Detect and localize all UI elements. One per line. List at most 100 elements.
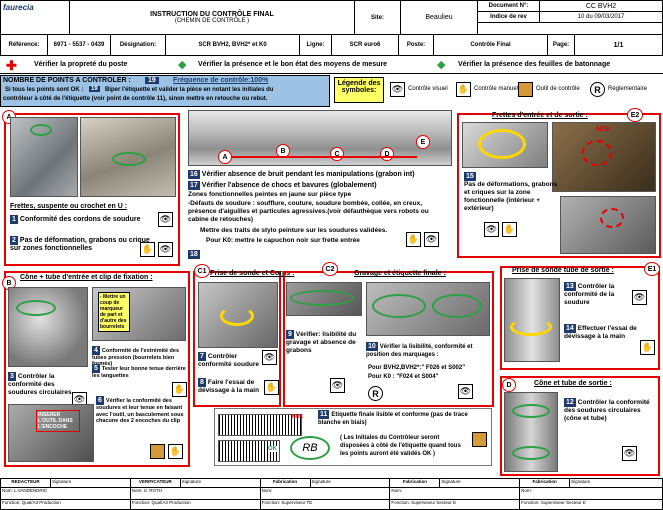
footer-h4: Fabrication	[389, 478, 441, 488]
section-c2-item-11b: ( Les Initiales du Contrôleur seront dis…	[340, 435, 461, 457]
section-b-item-5-text: Tester leur bonne tenue derrière les lan…	[92, 366, 186, 379]
designation-label: Désignation:	[110, 34, 166, 56]
page-value: 1/1	[574, 34, 663, 56]
footer-f3: Fonction: Superviseur TE	[259, 499, 391, 510]
marker-c2: C2	[322, 262, 338, 276]
section-c1	[193, 271, 281, 407]
section-e1-item-14-text: Effectuer l'essai de dévissage à la main	[564, 325, 637, 340]
footer-h5: Fabrication	[519, 478, 571, 488]
ring-highlight	[478, 129, 526, 159]
hand-icon: ✋	[168, 444, 183, 459]
footer-s3: Signature	[309, 478, 391, 488]
hand-icon: ✋	[456, 82, 471, 97]
section-c1-item-7-text: Contrôler conformité soudure	[198, 353, 260, 368]
marker-a-route: A	[218, 150, 232, 164]
eye-icon: 👁	[262, 350, 277, 365]
defect-highlight	[600, 208, 624, 228]
section-c1-item-7: 7 Contrôler conformité soudure	[198, 352, 260, 368]
engrave-highlight	[290, 290, 354, 306]
label-box	[214, 408, 492, 466]
initials-rb: RB	[290, 436, 330, 460]
section-c2-item-10a: Pour BVH2,BVH2*:" F026 et S002"	[368, 365, 466, 371]
logo: faurecia	[0, 0, 70, 35]
label-ok: OK	[268, 446, 277, 452]
section-b-item-3-text: Contrôler la conformité des soudures cir…	[8, 373, 72, 396]
defect-highlight	[582, 140, 612, 166]
eye-icon: 👁	[158, 212, 173, 227]
footer-f1: Fonction: Qual/A3 Production	[0, 499, 131, 510]
section-c2-item-10b: Pour K0 : "F024 et S004"	[368, 374, 439, 380]
footer-s2: Signature	[179, 478, 261, 488]
weld-highlight	[512, 446, 550, 460]
ligne-label: Ligne:	[299, 34, 332, 56]
points-line-c: contrôleur à côté de l'étiquette (voir p…	[3, 96, 268, 102]
legend: Légende des symboles: 👁 Contrôle visuel …	[332, 75, 663, 107]
section-c2-item-9-text: Vérifier: lisibilité du gravage et absen…	[286, 331, 357, 354]
nok-label: NOK	[596, 126, 612, 133]
footer-h1: REDACTEUR	[0, 478, 51, 488]
photo-label-nok	[218, 414, 302, 436]
marker-e2: E2	[627, 108, 643, 122]
ligne-value: SCR euro6	[331, 34, 399, 56]
section-a	[4, 113, 180, 266]
check-measure: Vérifier la présence et le bon état des …	[198, 61, 388, 68]
eye-icon: 👁	[622, 446, 637, 461]
footer-h3: Fabrication	[259, 478, 311, 488]
section-a-item-2-text: Pas de déformation, grabons ou crique su…	[10, 237, 150, 252]
marker-d-route: D	[380, 147, 394, 161]
hand-icon: ✋	[406, 232, 421, 247]
route-line	[231, 156, 417, 158]
section-a-item-2: 2 Pas de déformation, grabons ou crique s…	[10, 236, 150, 252]
legend-visual: Contrôle visuel	[408, 86, 448, 92]
points-line-a: Si tous les points sont OK :	[5, 87, 84, 93]
poste-value: Contrôle Final	[433, 34, 548, 56]
check-cleanliness: Vérifier la propreté du poste	[34, 61, 128, 68]
section-e1	[500, 266, 660, 370]
photo-label-ok	[218, 440, 280, 462]
section-d-item-12: 12 Contrôler la conformité des soudures c…	[564, 398, 650, 422]
section-e2	[457, 113, 661, 258]
section-e2-item-15: 15 Pas de déformations, grabons et crique…	[464, 172, 558, 212]
points-count: 19	[145, 77, 159, 84]
page-label: Page:	[547, 34, 575, 56]
site-value: Beaulieu	[400, 0, 478, 35]
header-title-box: INSTRUCTION DU CONTRÔLE FINAL (CHEMIN DE…	[69, 0, 355, 35]
footer-s5: Signature	[569, 478, 663, 488]
section-d-title: Cône et tube de sortie :	[534, 380, 612, 387]
logo-text: faurecia	[3, 3, 34, 12]
section-c1-title: Prise de sonde et Corps :	[210, 270, 295, 277]
mid-item-17c: Mettre des traits de stylo peinture sur …	[200, 227, 388, 234]
weld-highlight	[16, 300, 56, 316]
footer-s1: Signature	[49, 478, 131, 488]
eye-icon: 👁	[330, 378, 345, 393]
section-c2	[283, 271, 494, 407]
legend-tool: Outil de contrôle	[536, 86, 580, 92]
section-e1-title: Prise de sonde tube de sortie :	[512, 267, 614, 274]
mid-item-17a: Zones fonctionnelles peintes en jaune su…	[188, 191, 352, 198]
label-nok: NOK	[292, 414, 304, 420]
section-c2-item-10-text: Vérifier la lisibilité, conformité et po…	[366, 344, 473, 358]
section-d-item-12-text: Contrôler la conformité des soudures cir…	[564, 399, 650, 422]
page-subtitle: (CHEMIN DE CONTRÔLE )	[174, 18, 250, 24]
tool-icon	[150, 444, 165, 459]
eye-icon: 👁	[458, 384, 473, 399]
signature-table: REDACTEUR Signature VERIFICATEUR Signatu…	[0, 478, 663, 510]
hand-icon: ✋	[502, 222, 517, 237]
weld-highlight	[112, 152, 146, 166]
regulatory-icon: R	[590, 82, 605, 97]
section-c2-title: Gravage et étiquette finale :	[354, 270, 446, 277]
mid-item-18: 18	[188, 250, 202, 259]
ref-label: Référence:	[0, 34, 48, 56]
checks-bar: ✚ Vérifier la propreté du poste ◆ Vérifi…	[0, 57, 663, 74]
section-b-item-3: 3 Contrôler la conformité des soudures ci…	[8, 372, 72, 396]
marker-d: D	[502, 378, 516, 392]
section-e1-item-13-text: Contrôler la conformité de la soudure	[564, 283, 615, 306]
mid-item-16: 16 Vérifier absence de bruit pendant les …	[188, 170, 415, 179]
section-e2-item-15-text: Pas de déformations, grabons et criques …	[464, 181, 558, 212]
mid-item-17d: Pour K0: mettre le capuchon noir sur fre…	[206, 237, 360, 244]
section-b-item-6: 6 Vérifier la conformité des soudures et …	[96, 396, 184, 424]
marker-e1: E1	[644, 262, 660, 276]
mid-item-17: 17 Vérifier l'absence de chocs et bavures…	[188, 181, 377, 190]
ref-value: 6971 - 5537 - 0439	[47, 34, 111, 56]
hand-icon: ✋	[264, 380, 279, 395]
